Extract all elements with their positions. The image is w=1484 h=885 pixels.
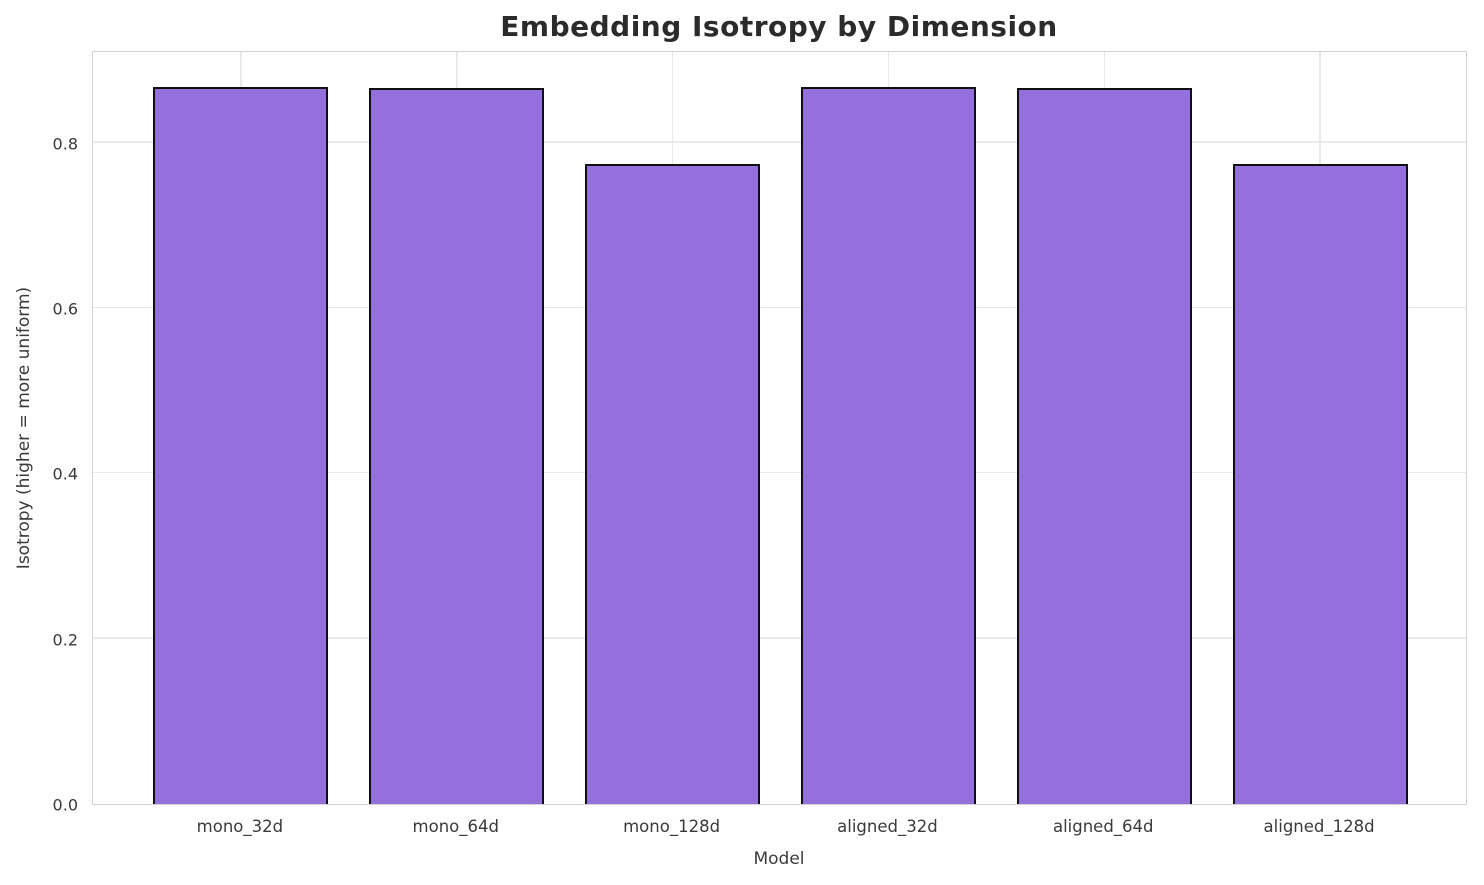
y-tick-label: 0.8 [52, 134, 78, 154]
y-tick-label: 0.2 [52, 630, 78, 650]
y-axis-label: Isotropy (higher = more uniform) [14, 286, 34, 570]
bar-mono_128d [585, 163, 761, 804]
x-tick-label: mono_128d [623, 817, 721, 836]
y-tick-label: 0.6 [52, 299, 78, 319]
h-gridline [93, 637, 1466, 639]
h-gridline [93, 306, 1466, 309]
x-tick-label: aligned_32d [837, 817, 938, 836]
x-tick-label: aligned_128d [1263, 817, 1375, 836]
x-axis-label: Model [753, 849, 805, 869]
bar-aligned_64d [1016, 87, 1192, 804]
x-tick-label: mono_64d [412, 817, 499, 836]
x-tick-label: aligned_64d [1052, 817, 1154, 836]
bar-mono_32d [153, 86, 329, 804]
plot-area [92, 51, 1467, 805]
h-gridline [93, 141, 1466, 143]
h-gridline [93, 471, 1466, 474]
bar-aligned_32d [800, 86, 976, 804]
bar-aligned_128d [1232, 164, 1408, 804]
x-tick-label: mono_32d [196, 817, 284, 836]
y-tick-label: 0.4 [52, 464, 78, 484]
y-tick-label: 0.0 [52, 795, 78, 815]
bar-mono_64d [369, 87, 545, 804]
chart-title: Embedding Isotropy by Dimension [500, 10, 1058, 43]
